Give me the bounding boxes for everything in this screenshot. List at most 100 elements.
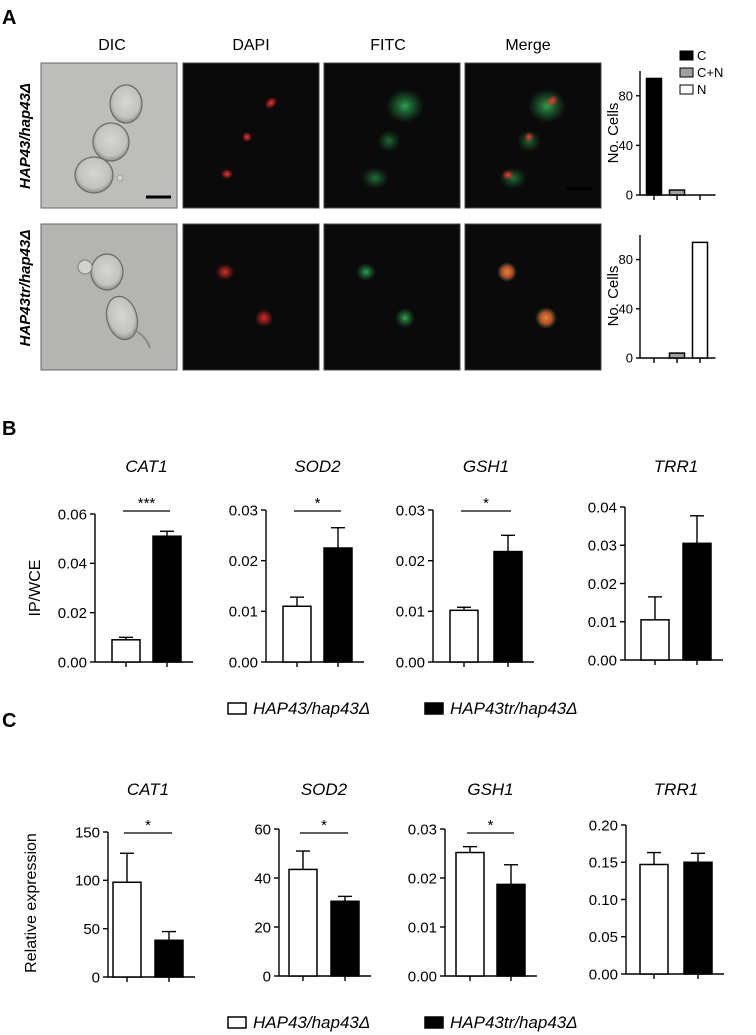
chart-c-gsh1: 0.00 0.01 0.02 0.03 GSH1 * bbox=[408, 780, 537, 985]
y-tick-label: 20 bbox=[254, 919, 271, 936]
bar bbox=[683, 861, 713, 975]
bar bbox=[112, 881, 142, 978]
y-tick-label: 0.00 bbox=[588, 652, 617, 669]
legend-label-hap43: HAP43/hap43Δ bbox=[253, 699, 370, 718]
legend-label-hap43: HAP43/hap43Δ bbox=[253, 1013, 370, 1032]
y-tick-label: 0.03 bbox=[408, 821, 437, 838]
bar bbox=[455, 851, 485, 977]
panel-label-a: A bbox=[2, 7, 16, 29]
y-axis-label: No. Cells bbox=[605, 266, 622, 327]
legend-label-n: N bbox=[697, 82, 706, 97]
legend-label-hap43tr: HAP43tr/hap43Δ bbox=[450, 1013, 578, 1032]
column-header-dic: DIC bbox=[98, 37, 126, 54]
y-tick-label: 0.01 bbox=[588, 614, 617, 631]
bar bbox=[640, 619, 670, 661]
legend-swatch-hap43 bbox=[227, 702, 247, 715]
bar bbox=[691, 241, 709, 359]
chart-c-trr1: 0.00 0.05 0.10 0.15 0.20 TRR1 bbox=[589, 780, 724, 983]
bar bbox=[330, 900, 360, 977]
y-tick-label: 40 bbox=[254, 870, 271, 887]
image-dic-row2 bbox=[40, 223, 178, 371]
bar bbox=[288, 868, 318, 977]
legend-label-c: C bbox=[697, 48, 706, 63]
significance-marker: *** bbox=[138, 495, 156, 512]
y-tick-label: 0.01 bbox=[396, 604, 425, 621]
bar bbox=[449, 609, 479, 663]
legend-label-cn: C+N bbox=[697, 65, 723, 80]
column-header-merge: Merge bbox=[505, 37, 550, 54]
legend-panel-b: HAP43/hap43Δ HAP43tr/hap43Δ bbox=[227, 699, 578, 718]
chart-title: TRR1 bbox=[654, 457, 698, 476]
chart-b-trr1: 0.00 0.01 0.02 0.03 0.04 TRR1 bbox=[588, 457, 723, 669]
y-tick-label: 40 bbox=[619, 138, 633, 153]
image-dapi-row1 bbox=[182, 62, 320, 209]
legend-label-hap43tr: HAP43tr/hap43Δ bbox=[450, 699, 578, 718]
image-fitc-row1 bbox=[323, 62, 461, 209]
y-tick-label: 0.05 bbox=[589, 929, 618, 946]
y-tick-label: 0.02 bbox=[229, 553, 258, 570]
y-tick-label: 0.03 bbox=[588, 538, 617, 555]
y-tick-label: 0.00 bbox=[58, 654, 87, 671]
y-tick-label: 0.02 bbox=[58, 605, 87, 622]
chart-title: CAT1 bbox=[127, 780, 169, 799]
bar bbox=[639, 863, 669, 975]
y-tick-label: 0.20 bbox=[589, 817, 618, 834]
y-tick-label: 0.15 bbox=[589, 855, 618, 872]
image-dic-row1 bbox=[40, 62, 178, 209]
significance-marker: * bbox=[483, 495, 489, 512]
significance-marker: * bbox=[488, 817, 494, 834]
y-tick-label: 40 bbox=[619, 301, 633, 316]
y-tick-label: 80 bbox=[619, 88, 633, 103]
y-tick-label: 0.00 bbox=[408, 968, 437, 985]
legend-swatch-n bbox=[679, 84, 694, 95]
image-merge-row1 bbox=[464, 62, 602, 209]
chart-title: SOD2 bbox=[294, 457, 341, 476]
bar bbox=[496, 883, 526, 977]
chart-b-gsh1: 0.00 0.01 0.02 0.03 GSH1 * bbox=[396, 457, 534, 671]
chart-c-sod2: 0 20 40 60 SOD2 * bbox=[254, 780, 371, 985]
row-label-hap43: HAP43/hap43Δ bbox=[17, 83, 34, 189]
chart-b-cat1: 0.00 0.02 0.04 0.06 CAT1 *** IP/WCE bbox=[27, 457, 193, 671]
y-tick-label: 0.04 bbox=[588, 499, 617, 516]
bar bbox=[111, 639, 141, 663]
y-tick-label: 0.00 bbox=[229, 654, 258, 671]
y-axis-label: Relative expression bbox=[23, 833, 40, 973]
y-tick-label: 0 bbox=[263, 968, 271, 985]
panel-label-c: C bbox=[2, 710, 16, 732]
y-tick-label: 0.03 bbox=[229, 502, 258, 519]
legend-swatch-hap43tr bbox=[424, 702, 444, 715]
legend-swatch-c bbox=[679, 50, 694, 61]
y-axis-label: IP/WCE bbox=[27, 560, 44, 617]
chart-title: GSH1 bbox=[467, 780, 513, 799]
y-tick-label: 0.01 bbox=[229, 604, 258, 621]
chart-b-sod2: 0.00 0.01 0.02 0.03 SOD2 * bbox=[229, 457, 364, 671]
y-tick-label: 0.00 bbox=[589, 966, 618, 983]
bar bbox=[154, 939, 184, 978]
y-axis-label: No. Cells bbox=[605, 103, 622, 164]
image-fitc-row2 bbox=[323, 223, 461, 371]
y-tick-label: 0 bbox=[626, 188, 633, 203]
bar bbox=[668, 352, 686, 359]
y-tick-label: 0.03 bbox=[396, 502, 425, 519]
chart-title: TRR1 bbox=[654, 780, 698, 799]
y-tick-label: 0.06 bbox=[58, 506, 87, 523]
row-label-hap43tr: HAP43tr/hap43Δ bbox=[17, 230, 34, 347]
y-tick-label: 0.02 bbox=[408, 870, 437, 887]
bar bbox=[282, 605, 312, 663]
y-tick-label: 80 bbox=[619, 252, 633, 267]
y-tick-label: 0 bbox=[626, 351, 633, 366]
chart-c-cat1: 0 50 100 150 CAT1 * Relative expression bbox=[23, 780, 195, 986]
significance-marker: * bbox=[321, 817, 327, 834]
significance-marker: * bbox=[315, 495, 321, 512]
column-header-fitc: FITC bbox=[370, 37, 406, 54]
panel-label-b: B bbox=[2, 418, 16, 440]
legend-swatch-hap43 bbox=[227, 1016, 247, 1029]
legend-panel-a: C C+N N bbox=[679, 48, 723, 97]
y-tick-label: 100 bbox=[75, 873, 100, 890]
bar bbox=[682, 542, 712, 661]
legend-swatch-hap43tr bbox=[424, 1016, 444, 1029]
